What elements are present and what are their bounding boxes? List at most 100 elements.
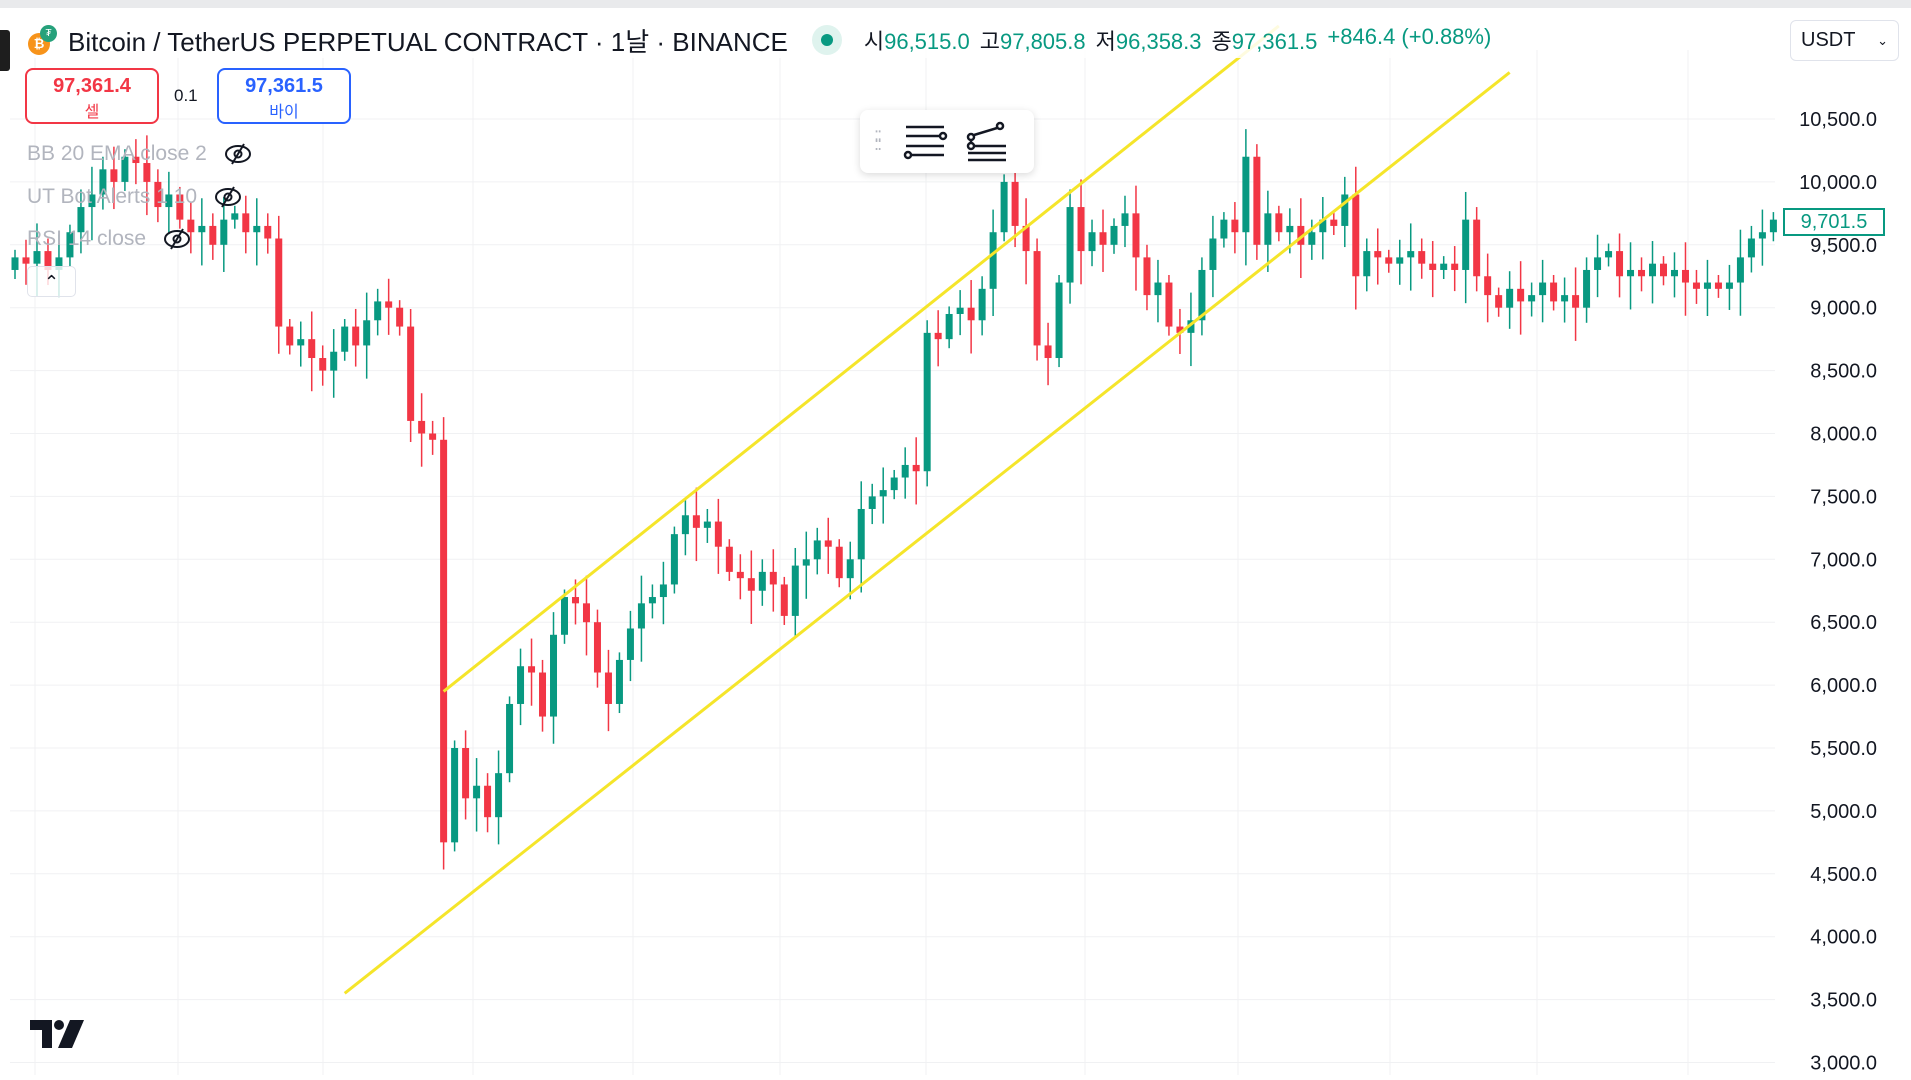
drag-handle-icon[interactable]: ⁚⁚ ⁚⁚ — [874, 128, 882, 154]
legend-rsi[interactable]: RSI 14 close — [27, 227, 192, 251]
low-label: 저 — [1095, 29, 1116, 54]
open-value: 96,515.0 — [884, 29, 970, 54]
y-axis-tick-label: 5,500.0 — [1810, 738, 1877, 760]
y-axis-tick-label: 4,500.0 — [1810, 864, 1877, 886]
candle-up — [1747, 238, 1755, 258]
candle-up — [615, 659, 623, 704]
candle-up — [1649, 263, 1657, 277]
candle-down — [528, 666, 536, 673]
candle-down — [593, 622, 601, 673]
candle-up — [451, 748, 459, 843]
legend-ut-bot[interactable]: UT Bot Alerts 1 10 — [27, 185, 243, 209]
candle-down — [1616, 251, 1624, 277]
candle-up — [33, 251, 41, 264]
candle-down — [1143, 257, 1151, 296]
candle-up — [297, 339, 305, 346]
y-axis-tick-label: 4,000.0 — [1810, 927, 1877, 949]
candle-up — [66, 232, 74, 258]
candle-up — [88, 194, 96, 208]
candle-up — [945, 313, 953, 340]
candle-down — [912, 464, 920, 472]
tradingview-logo[interactable] — [30, 1020, 86, 1050]
open-label: 시 — [863, 29, 885, 54]
candle-up — [1583, 269, 1591, 308]
candle-up — [648, 597, 656, 604]
candle-up — [231, 213, 239, 220]
candle-down — [1077, 207, 1085, 252]
candle-up — [1209, 238, 1217, 270]
buy-button[interactable]: 97,361.5 바이 — [217, 68, 351, 124]
close-value: 97,361.5 — [1231, 29, 1318, 54]
candle-up — [1242, 156, 1250, 233]
candle-up — [1154, 282, 1162, 296]
market-status-icon[interactable] — [811, 25, 842, 55]
candle-up — [99, 169, 107, 195]
candle-up — [1725, 282, 1733, 289]
candle-down — [440, 439, 448, 843]
candle-up — [890, 477, 898, 491]
candle-up — [923, 332, 931, 472]
sell-button[interactable]: 97,361.4 셀 — [25, 68, 159, 124]
candle-up — [1594, 257, 1602, 270]
candle-down — [1132, 213, 1140, 258]
candle-down — [692, 515, 700, 528]
collapse-legend-button[interactable]: ⌃ — [27, 266, 76, 297]
eye-hidden-icon[interactable] — [213, 186, 243, 208]
y-axis-tick-label: 5,000.0 — [1810, 801, 1877, 823]
candle-up — [1198, 269, 1206, 321]
candle-down — [176, 194, 184, 220]
candle-down — [1099, 232, 1107, 245]
order-quantity[interactable]: 0.1 — [174, 86, 198, 105]
candle-up — [637, 603, 645, 629]
high-label: 고 — [979, 29, 1000, 54]
btc-usdt-icon: ₿ ₮ — [28, 25, 58, 55]
candle-up — [857, 508, 865, 560]
symbol-title[interactable]: Bitcoin / TetherUS PERPETUAL CONTRACT · … — [68, 26, 788, 57]
candle-up — [165, 194, 173, 208]
trend-line — [442, 24, 1280, 693]
eye-hidden-icon[interactable] — [223, 143, 253, 165]
candle-down — [1352, 194, 1360, 277]
candle-up — [55, 257, 63, 270]
candle-up — [1407, 251, 1415, 258]
candle-down — [1495, 295, 1503, 308]
candle-down — [1011, 181, 1019, 226]
candle-up — [77, 207, 85, 233]
candle-up — [506, 703, 514, 774]
drawing-toolbar: ⁚⁚ ⁚⁚ — [860, 110, 1034, 173]
candle-up — [813, 540, 821, 560]
candle-down — [319, 358, 327, 371]
candle-up — [1055, 282, 1063, 359]
eye-hidden-icon[interactable] — [162, 228, 192, 250]
trend-line — [343, 71, 1511, 995]
trend-channel-icon[interactable] — [962, 121, 1008, 163]
candle-down — [1044, 345, 1052, 359]
change-value: +846.4 (+0.88%) — [1327, 24, 1492, 49]
candle-down — [582, 603, 590, 623]
candle-down — [1418, 251, 1426, 264]
sell-price: 97,361.4 — [53, 75, 131, 97]
legend-bb[interactable]: BB 20 EMA close 2 — [27, 142, 253, 166]
candle-down — [571, 597, 579, 604]
candle-down — [1473, 219, 1481, 277]
candle-up — [1605, 251, 1613, 258]
candle-up — [11, 257, 19, 270]
candle-up — [681, 515, 689, 535]
candle-down — [1253, 156, 1261, 245]
last-price-tag: 9,701.5 — [1783, 208, 1885, 236]
candle-down — [484, 785, 492, 818]
candle-down — [967, 307, 975, 321]
currency-dropdown[interactable]: USDT ⌄ — [1790, 20, 1899, 61]
candle-up — [220, 219, 228, 245]
symbol-header: ₿ ₮ Bitcoin / TetherUS PERPETUAL CONTRACT… — [28, 22, 1492, 58]
candle-up — [670, 534, 678, 585]
candle-up — [846, 559, 854, 579]
sidebar-toggle[interactable] — [0, 30, 10, 71]
candle-up — [1561, 295, 1569, 302]
candle-up — [1363, 251, 1371, 277]
candle-up — [989, 232, 997, 289]
buy-label: 바이 — [269, 104, 299, 121]
candle-down — [714, 521, 722, 547]
line-settings-icon[interactable] — [902, 122, 948, 162]
chevron-up-icon: ⌃ — [43, 272, 60, 292]
